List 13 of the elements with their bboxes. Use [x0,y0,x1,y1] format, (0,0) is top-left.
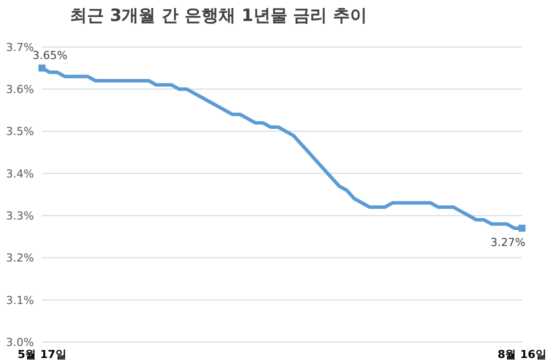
y-tick-label: 3.7% [6,40,34,54]
chart-title: 최근 3개월 간 은행채 1년물 금리 추이 [69,5,368,28]
y-tick-label: 3.5% [6,125,34,138]
x-tick-label: 5월 17일 [18,348,66,361]
y-tick-label: 3.0% [6,336,34,349]
y-tick-label: 3.2% [6,252,34,265]
x-tick-label: 8월 16일 [498,348,546,361]
y-tick-label: 3.3% [6,209,34,222]
y-tick-label: 3.1% [6,294,34,307]
y-tick-label: 3.4% [6,167,34,180]
y-tick-label: 3.6% [6,83,34,96]
data-label: 3.27% [490,236,526,250]
data-label: 3.65% [32,49,68,62]
